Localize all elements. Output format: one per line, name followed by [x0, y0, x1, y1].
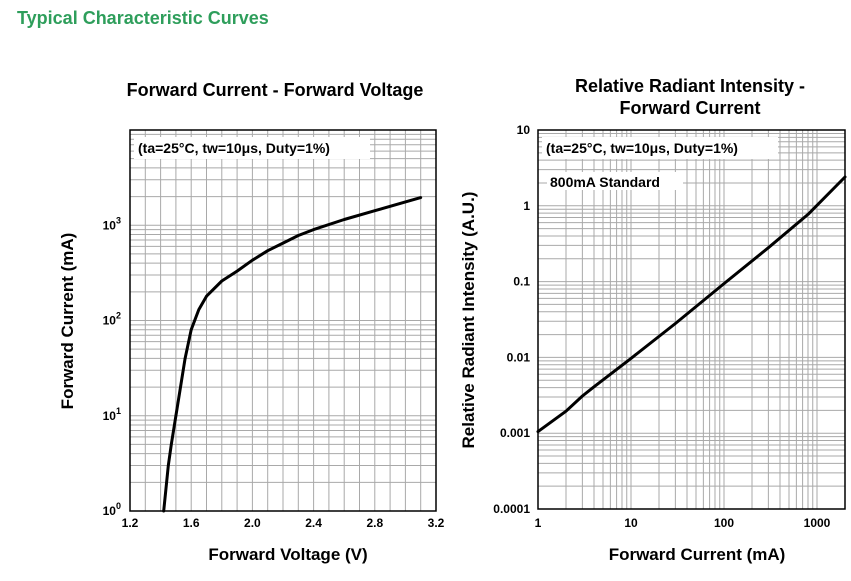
chart1-annotation: (ta=25°C, tw=10μs, Duty=1%)	[138, 140, 330, 156]
chart2-annotation2: 800mA Standard	[550, 174, 660, 190]
chart1-ytick-label: 103	[103, 215, 121, 232]
chart-forward-current-voltage: Forward Current - Forward Voltage (ta=25…	[58, 80, 445, 564]
chart1-xtick-label: 2.0	[244, 516, 261, 530]
chart1-series-line	[162, 196, 423, 513]
chart1-annotation-bg	[134, 137, 370, 159]
chart1-ytick-label: 100	[103, 501, 121, 518]
chart1-xtick-label: 2.4	[305, 516, 322, 530]
chart2-xlabel: Forward Current (mA)	[609, 545, 786, 564]
chart2-annotation: (ta=25°C, tw=10μs, Duty=1%)	[546, 140, 738, 156]
chart2-ytick-label: 0.0001	[493, 502, 530, 516]
chart1-xtick-label: 1.2	[122, 516, 139, 530]
chart2-ytick-label: 0.01	[507, 350, 531, 364]
chart1-ylabel: Forward Current (mA)	[58, 233, 77, 410]
chart-radiant-intensity-current: Relative Radiant Intensity - Forward Cur…	[459, 76, 847, 564]
chart2-frame	[537, 129, 846, 510]
chart2-xtick-label: 10	[624, 516, 638, 530]
chart2-xtick-label: 1	[535, 516, 542, 530]
chart1-ytick-label: 101	[103, 406, 121, 423]
chart2-ylabel: Relative Radiant Intensity (A.U.)	[459, 192, 478, 449]
chart2-grid	[538, 130, 845, 509]
chart2-title-line1: Relative Radiant Intensity -	[575, 76, 805, 96]
chart1-xtick-label: 1.6	[183, 516, 200, 530]
chart2-annotation-bg	[542, 137, 778, 159]
chart2-ytick-label: 10	[517, 123, 531, 137]
chart2-ticks: 1 10 100 1000 0.0001 0.001 0.01 0.1 1 10	[493, 123, 830, 530]
chart1-ytick-label: 102	[103, 311, 121, 328]
chart1-xlabel: Forward Voltage (V)	[208, 545, 367, 564]
chart1-grid	[130, 130, 436, 511]
chart2-ytick-label: 1	[523, 199, 530, 213]
chart2-series-line	[536, 175, 847, 434]
chart2-ytick-label: 0.1	[513, 275, 530, 289]
chart2-ytick-label: 0.001	[500, 426, 530, 440]
chart1-ticks: 1.2 1.6 2.0 2.4 2.8 3.2 100 101 102 103	[103, 215, 445, 530]
chart2-xtick-label: 100	[714, 516, 734, 530]
chart1-xtick-label: 2.8	[366, 516, 383, 530]
chart2-annotation2-bg	[547, 172, 683, 190]
chart1-title: Forward Current - Forward Voltage	[127, 80, 424, 100]
chart1-xtick-label: 3.2	[428, 516, 445, 530]
chart2-xtick-label: 1000	[804, 516, 831, 530]
page-heading: Typical Characteristic Curves	[17, 8, 269, 28]
chart1-frame	[129, 129, 437, 512]
chart2-title-line2: Forward Current	[619, 98, 760, 118]
